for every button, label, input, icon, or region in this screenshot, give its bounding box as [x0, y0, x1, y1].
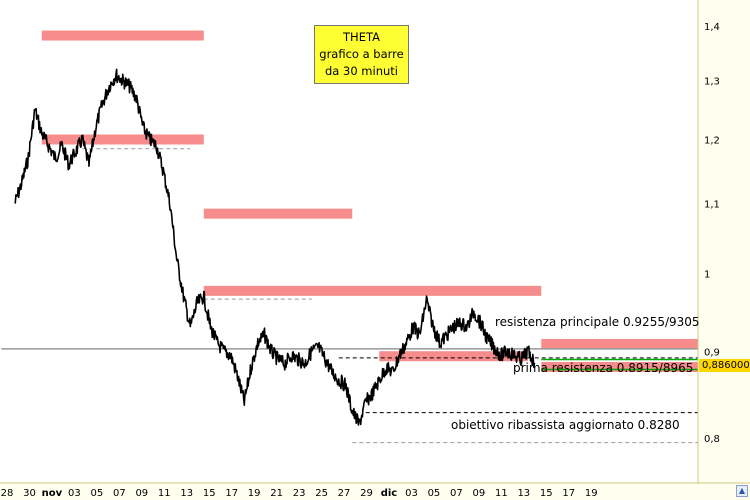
y-axis-ticks: 1,4 1,3 1,2 1,1 1 0,9 0,8 [704, 22, 720, 445]
x-tick-label: 07 [450, 488, 463, 499]
resistance-zone-3 [203, 285, 542, 296]
x-tick-label: 11 [158, 488, 171, 499]
x-tick-label: 13 [180, 488, 193, 499]
x-tick-label: nov [42, 488, 63, 499]
resistance-zone-5 [541, 338, 698, 349]
x-tick-label: 28 [1, 488, 14, 499]
y-tick-label: 1 [704, 270, 710, 281]
x-tick-label: 25 [315, 488, 328, 499]
scroll-nav-icon[interactable]: ▲ [736, 485, 748, 497]
x-tick-label: 05 [91, 488, 104, 499]
x-tick-label: 17 [562, 488, 575, 499]
x-tick-label: 15 [203, 488, 216, 499]
x-tick-label: 05 [428, 488, 441, 499]
x-tick-label: 21 [270, 488, 283, 499]
y-axis-panel [699, 0, 750, 483]
series-layer [14, 68, 536, 426]
y-tick-label: 1,4 [704, 22, 720, 33]
x-tick-label: 19 [248, 488, 261, 499]
y-tick-label: 1,2 [704, 135, 720, 146]
y-tick-label: 0,8 [704, 434, 720, 445]
annotation-main-resistance: resistenza principale 0.9255/9305 [495, 315, 700, 329]
x-tick-label: 17 [225, 488, 238, 499]
x-tick-label: 11 [495, 488, 508, 499]
resistance-zone-4 [379, 351, 528, 362]
levels-layer [1, 30, 698, 444]
price-series-line [14, 68, 536, 426]
x-tick-label: 09 [135, 488, 148, 499]
x-tick-label: 29 [360, 488, 373, 499]
last-price-tag: 0,886000 [699, 359, 750, 372]
x-tick-label: 23 [293, 488, 306, 499]
annotation-target: obiettivo ribassista aggiornato 0.8280 [451, 418, 680, 432]
x-tick-label: 19 [585, 488, 598, 499]
x-tick-label: 13 [517, 488, 530, 499]
resistance-zone-0 [41, 30, 204, 41]
x-tick-label: 27 [338, 488, 351, 499]
x-tick-label: 03 [68, 488, 81, 499]
resistance-zone-1 [41, 134, 204, 145]
title-line-3: da 30 minuti [325, 64, 398, 78]
x-tick-label: dic [381, 488, 398, 499]
x-tick-label: 03 [405, 488, 418, 499]
x-axis-ticks: 28 30 nov 03 05 07 09 11 13 15 17 19 21 23 25 27 29 dic 03… [1, 488, 598, 499]
y-tick-label: 1,1 [704, 200, 720, 211]
title-line-2: grafico a barre [319, 47, 404, 61]
y-tick-label: 1,3 [704, 77, 720, 88]
resistance-zone-2 [203, 208, 353, 219]
title-line-1: THETA [343, 30, 380, 44]
resistance-zone-6 [541, 361, 698, 372]
chart-title-box: THETA grafico a barre da 30 minuti [314, 25, 409, 84]
x-axis-panel [0, 484, 750, 500]
x-tick-label: 15 [540, 488, 553, 499]
x-tick-label: 07 [113, 488, 126, 499]
x-tick-label: 09 [473, 488, 486, 499]
annotation-first-resistance: prima resistenza 0.8915/8965 [513, 361, 693, 375]
x-tick-label: 30 [23, 488, 36, 499]
y-tick-label: 0,9 [704, 347, 720, 358]
